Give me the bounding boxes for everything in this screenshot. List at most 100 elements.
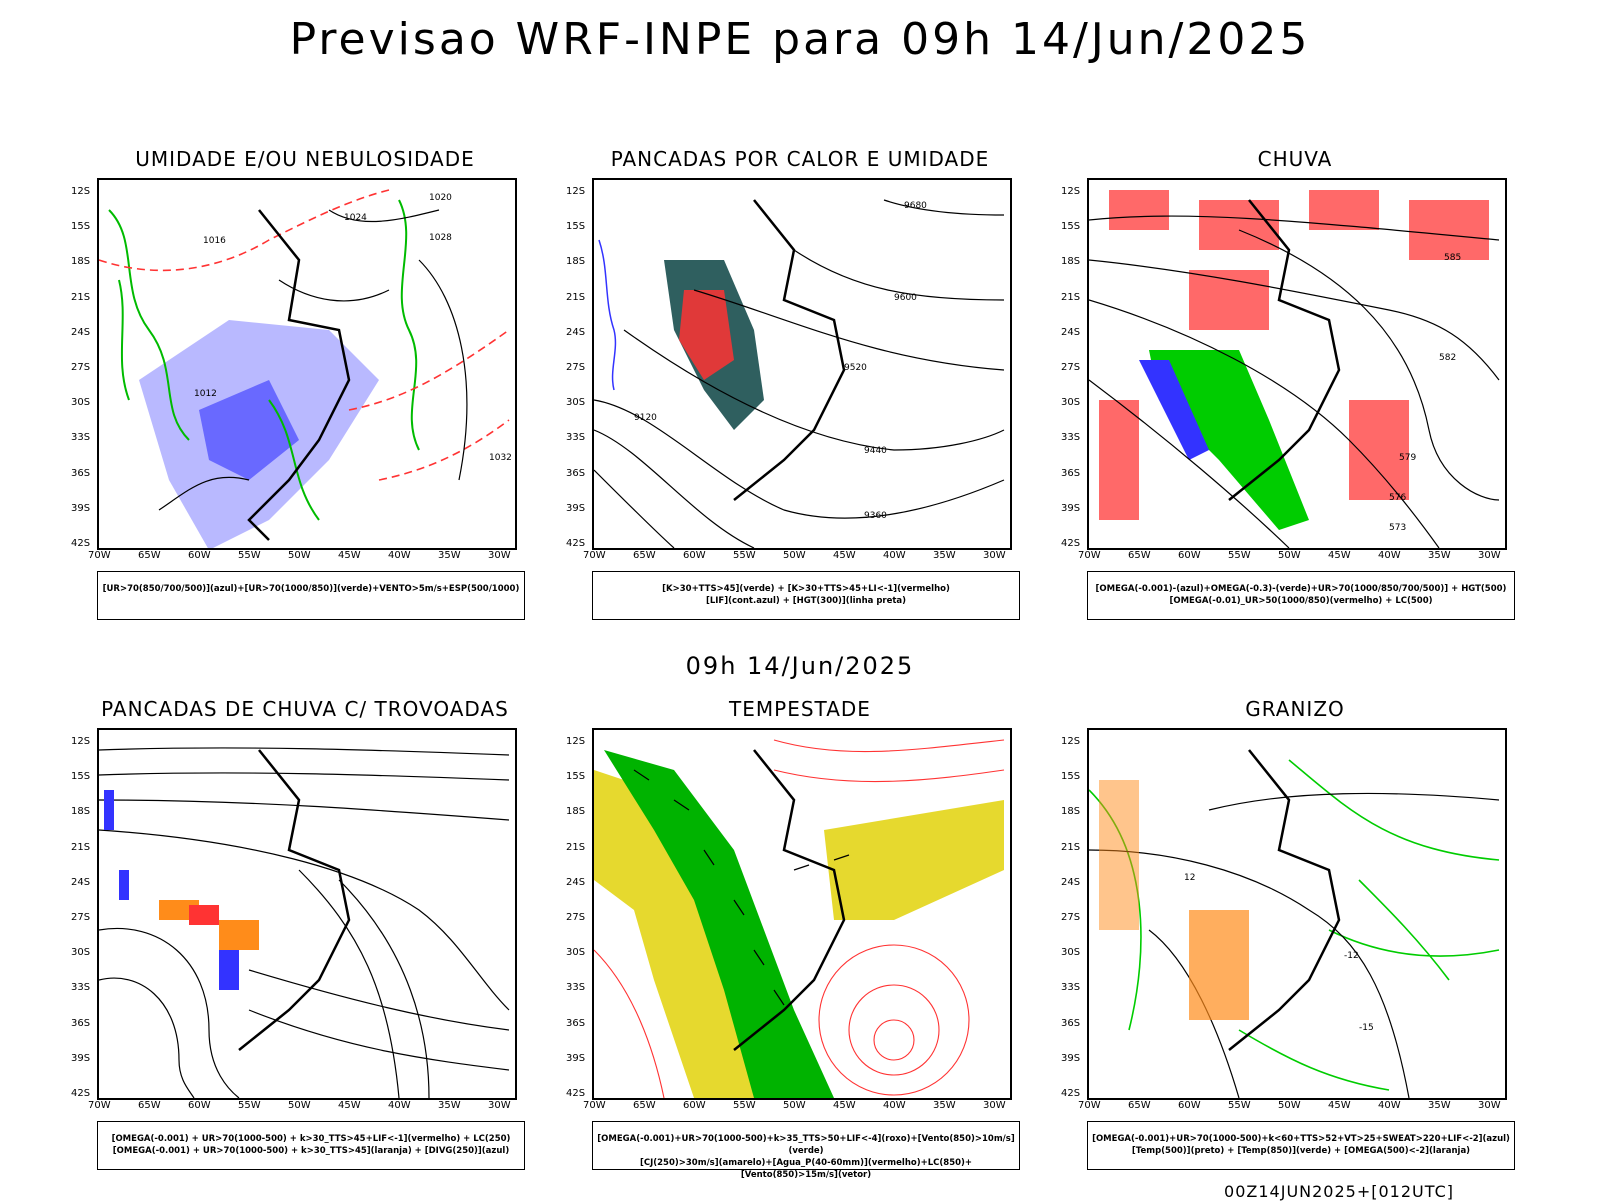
- contour-label: 1028: [429, 233, 452, 243]
- map-pancadas-trovoadas[interactable]: [97, 728, 517, 1100]
- latitude-tick-label: 15S: [1061, 221, 1081, 233]
- streamlines-850: [594, 739, 1005, 1098]
- map-pancadas-calor[interactable]: 9680 9600 9520 9440 9360 9120: [592, 178, 1012, 550]
- green-rain-area: [1149, 350, 1309, 530]
- longitude-tick-label: 40W: [1378, 1100, 1401, 1111]
- run-label: 00Z14JUN2025+[012UTC]: [1224, 1182, 1454, 1201]
- longitude-tick-label: 55W: [1228, 1100, 1251, 1111]
- longitude-tick-label: 50W: [783, 1100, 806, 1111]
- hgt300-contours: [594, 199, 1005, 548]
- humidity-blue-core: [199, 380, 299, 480]
- latitude-tick-label: 36S: [1061, 1017, 1081, 1029]
- legend-line: [OMEGA(-0.001)-(azul)+OMEGA(-0.3)-(verde…: [1095, 584, 1507, 594]
- convective-dots: [104, 790, 259, 990]
- latitude-tick-label: 15S: [1061, 771, 1081, 783]
- latitude-tick-label: 27S: [566, 362, 586, 373]
- latitude-tick-label: 36S: [1061, 467, 1081, 479]
- latitude-tick-label: 18S: [1061, 256, 1081, 268]
- contour-label: 9440: [864, 446, 887, 456]
- map-umidade[interactable]: 1016 1012 1020 1024 1028 1032: [97, 178, 517, 550]
- omega-orange-area: [1189, 910, 1249, 1020]
- legend-tempestade: [OMEGA(-0.001)+UR>70(1000-500)+k>35_TTS>…: [592, 1121, 1020, 1180]
- longitude-tick-label: 30W: [1478, 550, 1501, 561]
- contour-label: 1020: [429, 193, 452, 203]
- latitude-tick-label: 36S: [566, 1017, 586, 1029]
- map-tempestade[interactable]: [592, 728, 1012, 1100]
- latitude-tick-label: 39S: [566, 1052, 586, 1064]
- coastline: [247, 209, 351, 541]
- longitude-tick-label: 45W: [338, 1100, 361, 1111]
- longitude-tick-label: 55W: [238, 1100, 261, 1111]
- humidity-green-contours: [108, 199, 420, 521]
- latitude-tick-label: 30S: [71, 397, 91, 409]
- panel-title-pancadas-trovoadas: PANCADAS DE CHUVA C/ TROVOADAS: [101, 697, 509, 721]
- legend-line: [Temp(500)](preto) + [Temp(850)](verde) …: [1131, 1146, 1471, 1156]
- latitude-tick-label: 33S: [566, 982, 586, 994]
- blue-rain-area: [1139, 360, 1209, 460]
- longitude-tick-label: 40W: [883, 550, 906, 561]
- hgt500-contours: [1089, 215, 1500, 548]
- latitude-tick-label: 33S: [71, 982, 91, 994]
- latitude-tick-label: 39S: [1061, 1052, 1081, 1064]
- latitude-tick-label: 12S: [71, 736, 91, 747]
- coastline: [733, 199, 846, 501]
- latitude-tick-label: 36S: [71, 467, 91, 479]
- longitude-tick-label: 70W: [583, 1100, 606, 1111]
- contour-label: 573: [1389, 523, 1406, 533]
- contour-label: 579: [1399, 453, 1416, 463]
- latitude-tick-label: 21S: [1061, 841, 1081, 853]
- legend-line: [UR>70(850/700/500)](azul)+[UR>70(1000/8…: [102, 584, 520, 594]
- latitude-tick-label: 42S: [71, 1088, 91, 1099]
- latitude-tick-label: 33S: [71, 432, 91, 444]
- longitude-tick-label: 60W: [1178, 550, 1201, 561]
- legend-line: [K>30+TTS>45](verde) + [K>30+TTS>45+LI<-…: [662, 584, 950, 594]
- panel-title-tempestade: TEMPESTADE: [729, 697, 871, 721]
- longitude-tick-label: 60W: [683, 550, 706, 561]
- longitude-tick-label: 50W: [288, 1100, 311, 1111]
- longitude-tick-label: 55W: [733, 550, 756, 561]
- latitude-tick-label: 18S: [566, 806, 586, 818]
- panel-title-pancadas-calor: PANCADAS POR CALOR E UMIDADE: [610, 147, 990, 171]
- latitude-tick-label: 24S: [566, 876, 586, 888]
- longitude-tick-label: 35W: [438, 550, 461, 561]
- longitude-tick-label: 45W: [338, 550, 361, 561]
- longitude-tick-label: 65W: [138, 1100, 161, 1111]
- latitude-tick-label: 39S: [71, 502, 91, 514]
- longitude-tick-label: 30W: [488, 550, 511, 561]
- longitude-tick-label: 40W: [1378, 550, 1401, 561]
- longitude-tick-label: 30W: [1478, 1100, 1501, 1111]
- longitude-tick-label: 60W: [1178, 1100, 1201, 1111]
- panel-title-umidade: UMIDADE E/OU NEBULOSIDADE: [135, 147, 475, 171]
- longitude-tick-label: 50W: [1278, 550, 1301, 561]
- contour-label: 582: [1439, 353, 1456, 363]
- longitude-tick-label: 70W: [1078, 550, 1101, 561]
- latitude-tick-label: 27S: [566, 912, 586, 923]
- latitude-tick-label: 18S: [566, 256, 586, 268]
- longitude-tick-label: 60W: [188, 1100, 211, 1111]
- longitude-tick-label: 70W: [88, 550, 111, 561]
- contour-label: 9520: [844, 363, 867, 373]
- latitude-tick-label: 42S: [1061, 538, 1081, 549]
- latitude-tick-label: 36S: [71, 1017, 91, 1029]
- contour-label: 585: [1444, 253, 1461, 263]
- latitude-tick-label: 27S: [71, 362, 91, 373]
- latitude-tick-label: 30S: [1061, 397, 1081, 409]
- coastline: [238, 749, 351, 1051]
- page-title: Previsao WRF-INPE para 09h 14/Jun/2025: [289, 14, 1311, 65]
- legend-granizo: [OMEGA(-0.001)+UR>70(1000-500)+k<60+TTS>…: [1087, 1121, 1515, 1170]
- longitude-tick-label: 35W: [933, 550, 956, 561]
- map-chuva[interactable]: 585 582 579 576 573: [1087, 178, 1507, 550]
- latitude-tick-label: 24S: [1061, 326, 1081, 338]
- contour-label: 9680: [904, 201, 927, 211]
- longitude-tick-label: 65W: [1128, 550, 1151, 561]
- red-instability-area: [679, 290, 734, 380]
- latitude-tick-label: 18S: [1061, 806, 1081, 818]
- map-granizo[interactable]: -12 -15 12: [1087, 728, 1507, 1100]
- jet-yellow-area-east: [824, 800, 1004, 920]
- longitude-tick-label: 70W: [583, 550, 606, 561]
- lif-blue-contours: [598, 239, 617, 391]
- legend-line: [CJ(250)>30m/s](amarelo)+[Agua_P(40-60mm…: [639, 1158, 973, 1180]
- contour-label: 576: [1389, 493, 1406, 503]
- latitude-tick-label: 42S: [71, 538, 91, 549]
- latitude-tick-label: 21S: [566, 841, 586, 853]
